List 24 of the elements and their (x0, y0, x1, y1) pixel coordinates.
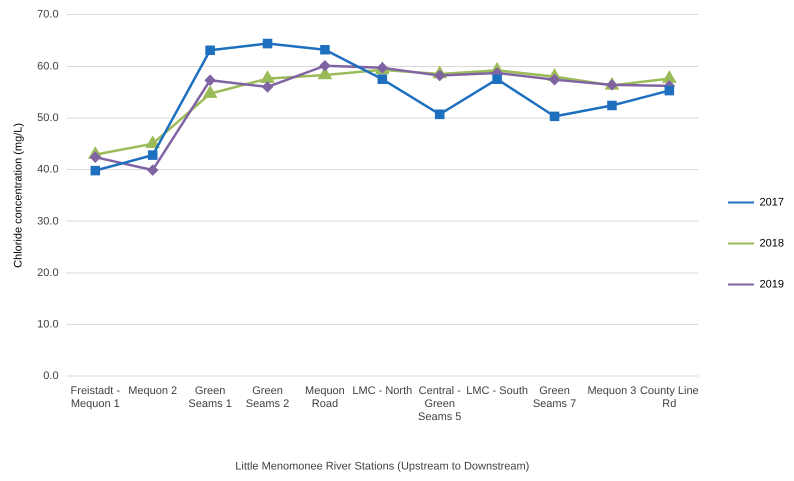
y-tick-label: 60.0 (37, 60, 59, 72)
legend-label: 2019 (760, 278, 784, 291)
y-axis-title: Chloride concentration (mg/L) (12, 122, 25, 268)
x-tick-label: LMC - North (352, 384, 412, 397)
x-tick-label: Green Seams 7 (532, 384, 576, 410)
x-tick-label: Green Seams 2 (246, 384, 290, 410)
y-tick-label: 0.0 (43, 370, 59, 382)
x-tick-label: Mequon 2 (128, 384, 178, 397)
x-tick-label: Freistadt - Mequon 1 (70, 384, 120, 410)
y-tick-label: 70.0 (37, 8, 59, 21)
x-tick-label: Green Seams 1 (188, 384, 232, 410)
y-tick-label: 40.0 (37, 164, 59, 176)
x-tick-label: LMC - South (466, 384, 528, 397)
legend-label: 2018 (760, 238, 784, 250)
y-tick-label: 50.0 (37, 112, 59, 124)
y-tick-label: 20.0 (37, 266, 59, 279)
y-tick-label: 10.0 (37, 318, 59, 331)
x-tick-label: County Line Rd (640, 384, 699, 410)
x-tick-label: Mequon Road (305, 384, 345, 410)
x-tick-label: Mequon 3 (587, 384, 636, 397)
x-tick-label: Central - Green Seams 5 (418, 384, 462, 424)
x-axis-title: Little Menomonee River Stations (Upstream to Downstream) (235, 460, 530, 472)
y-tick-label: 30.0 (37, 215, 59, 228)
legend-label: 2017 (760, 196, 784, 209)
